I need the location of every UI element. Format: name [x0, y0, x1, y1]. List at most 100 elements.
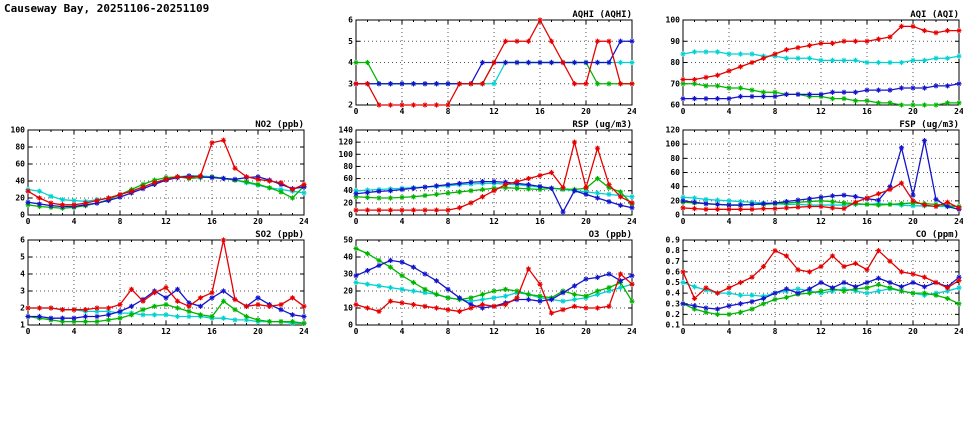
svg-text:16: 16: [535, 327, 545, 336]
svg-text:100: 100: [339, 150, 354, 159]
svg-text:3: 3: [20, 287, 25, 296]
svg-text:0: 0: [675, 211, 680, 220]
svg-text:8: 8: [446, 217, 451, 226]
svg-text:2: 2: [348, 101, 353, 110]
svg-text:0.3: 0.3: [666, 299, 681, 308]
svg-text:RSP (ug/m3): RSP (ug/m3): [572, 120, 632, 130]
svg-text:0: 0: [354, 107, 359, 116]
svg-text:60: 60: [670, 101, 680, 110]
svg-text:0: 0: [681, 217, 686, 226]
svg-text:70: 70: [670, 79, 680, 88]
svg-text:4: 4: [727, 107, 732, 116]
svg-text:12: 12: [489, 107, 499, 116]
no2-chart: 0 20 40 60 80 100 0 4 8 12 16 20 24 NO2 (ppb): [2, 118, 309, 228]
svg-text:0.5: 0.5: [666, 278, 681, 287]
svg-text:80: 80: [343, 162, 353, 171]
fsp-chart: 0 20 40 60 80 100 120 0 4 8 12 16 20 24 FSP (ug/m3): [657, 118, 964, 228]
page-title: Causeway Bay, 20251106-20251109: [4, 2, 210, 15]
svg-text:FSP (ug/m3): FSP (ug/m3): [899, 120, 959, 130]
svg-text:4: 4: [727, 217, 732, 226]
svg-text:80: 80: [670, 154, 680, 163]
svg-text:AQHI (AQHI): AQHI (AQHI): [572, 10, 632, 20]
svg-text:20: 20: [581, 217, 591, 226]
svg-text:8: 8: [773, 217, 778, 226]
svg-text:0: 0: [26, 217, 31, 226]
svg-text:100: 100: [666, 16, 681, 25]
svg-text:40: 40: [15, 177, 25, 186]
co-chart: 0.1 0.2 0.3 0.4 0.5 0.6 0.7 0.8 0.9 0 4 8 12 16 20 24 CO…: [657, 228, 964, 338]
svg-text:24: 24: [954, 217, 963, 226]
svg-text:4: 4: [348, 58, 353, 67]
svg-text:12: 12: [489, 327, 499, 336]
svg-text:80: 80: [15, 143, 25, 152]
svg-text:4: 4: [72, 327, 77, 336]
svg-text:0: 0: [348, 321, 353, 330]
svg-text:0: 0: [354, 217, 359, 226]
svg-text:0: 0: [348, 211, 353, 220]
svg-text:4: 4: [400, 327, 405, 336]
svg-text:20: 20: [15, 194, 25, 203]
svg-text:24: 24: [954, 327, 963, 336]
svg-text:12: 12: [816, 217, 826, 226]
rsp-plot-svg: 0 20 40 60 80 100 120 140 0 4 8 12 16 20 24 RSP (ug/m3): [339, 120, 637, 226]
svg-text:60: 60: [343, 174, 353, 183]
svg-text:24: 24: [299, 217, 308, 226]
svg-text:16: 16: [535, 217, 545, 226]
svg-text:12: 12: [489, 217, 499, 226]
svg-text:0.6: 0.6: [666, 267, 681, 276]
svg-text:24: 24: [627, 107, 636, 116]
svg-text:8: 8: [773, 327, 778, 336]
svg-text:4: 4: [400, 107, 405, 116]
aqi-plot-svg: 60 70 80 90 100 0 4 8 12 16 20 24 AQI (AQI): [666, 10, 964, 116]
svg-text:O3 (ppb): O3 (ppb): [589, 230, 632, 240]
svg-text:SO2 (ppb): SO2 (ppb): [255, 230, 304, 240]
svg-text:16: 16: [207, 217, 217, 226]
svg-text:0: 0: [681, 107, 686, 116]
svg-text:4: 4: [20, 270, 25, 279]
svg-text:16: 16: [862, 327, 872, 336]
svg-text:2: 2: [20, 304, 25, 313]
svg-text:12: 12: [161, 217, 171, 226]
svg-text:8: 8: [773, 107, 778, 116]
svg-text:20: 20: [253, 327, 263, 336]
svg-text:20: 20: [670, 196, 680, 205]
svg-text:CO (ppm): CO (ppm): [916, 230, 959, 240]
svg-text:100: 100: [11, 126, 26, 135]
svg-text:40: 40: [343, 186, 353, 195]
svg-text:0.1: 0.1: [666, 321, 681, 330]
rsp-chart: 0 20 40 60 80 100 120 140 0 4 8 12 16 20 24 RSP (ug/m3): [330, 118, 637, 228]
svg-text:1: 1: [20, 321, 25, 330]
svg-text:20: 20: [908, 217, 918, 226]
svg-text:20: 20: [343, 198, 353, 207]
svg-text:12: 12: [816, 107, 826, 116]
svg-text:0.4: 0.4: [666, 289, 681, 298]
svg-text:12: 12: [816, 327, 826, 336]
svg-text:20: 20: [581, 327, 591, 336]
aqi-chart: 60 70 80 90 100 0 4 8 12 16 20 24 AQI (AQI): [657, 8, 964, 118]
svg-text:20: 20: [581, 107, 591, 116]
svg-text:0: 0: [681, 327, 686, 336]
svg-text:0.2: 0.2: [666, 310, 681, 319]
svg-text:16: 16: [535, 107, 545, 116]
svg-text:8: 8: [446, 327, 451, 336]
no2-plot-svg: 0 20 40 60 80 100 0 4 8 12 16 20 24 NO2 (ppb): [11, 120, 309, 226]
svg-text:3: 3: [348, 79, 353, 88]
svg-text:90: 90: [670, 37, 680, 46]
svg-text:40: 40: [670, 182, 680, 191]
svg-text:8: 8: [118, 217, 123, 226]
svg-text:20: 20: [343, 287, 353, 296]
svg-text:4: 4: [727, 327, 732, 336]
svg-text:5: 5: [348, 37, 353, 46]
svg-text:AQI (AQI): AQI (AQI): [910, 10, 959, 20]
svg-text:4: 4: [400, 217, 405, 226]
aqhi-plot-svg: 2 3 4 5 6 0 4 8 12 16 20 24 AQHI (AQHI): [348, 10, 637, 116]
svg-text:8: 8: [446, 107, 451, 116]
svg-text:12: 12: [161, 327, 171, 336]
svg-text:24: 24: [627, 217, 636, 226]
fsp-plot-svg: 0 20 40 60 80 100 120 0 4 8 12 16 20 24 FSP (ug/m3): [666, 120, 964, 226]
svg-text:20: 20: [253, 217, 263, 226]
svg-text:0.7: 0.7: [666, 257, 681, 266]
so2-chart: 1 2 3 4 5 6 0 4 8 12 16 20 24 SO2 (ppb): [2, 228, 309, 338]
svg-text:50: 50: [343, 236, 353, 245]
